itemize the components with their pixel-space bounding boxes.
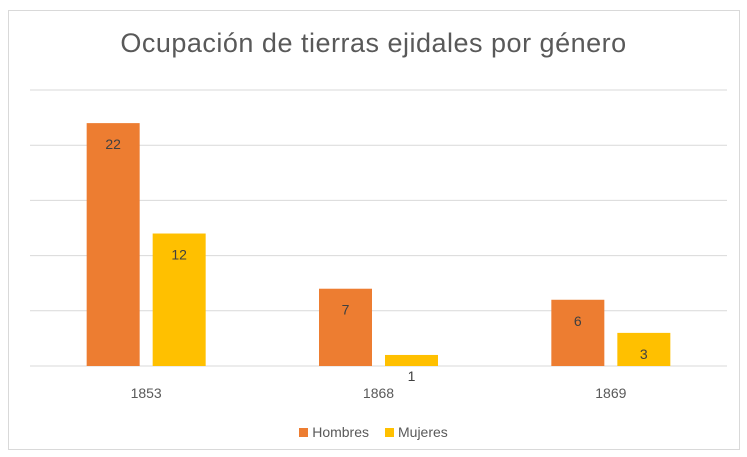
- bar-mujeres-1853: [152, 233, 206, 366]
- data-label: 22: [105, 136, 121, 152]
- legend-label-hombres: Hombres: [312, 424, 369, 440]
- legend: Hombres Mujeres: [0, 424, 747, 440]
- legend-swatch-mujeres: [385, 427, 394, 437]
- bar-hombres-1853: [86, 123, 140, 367]
- data-label: 12: [171, 247, 187, 263]
- legend-swatch-hombres: [299, 427, 309, 437]
- data-label: 6: [574, 313, 582, 329]
- x-tick-label: 1853: [131, 385, 162, 401]
- legend-item-hombres: Hombres: [299, 424, 369, 440]
- bar-hombres-1869: [551, 299, 605, 366]
- x-tick-label: 1868: [363, 385, 394, 401]
- data-label: 7: [342, 302, 350, 318]
- bar-hombres-1868: [319, 288, 372, 366]
- legend-label-mujeres: Mujeres: [398, 424, 448, 440]
- data-label: 3: [640, 346, 648, 362]
- legend-item-mujeres: Mujeres: [385, 424, 448, 440]
- x-tick-label: 1869: [595, 385, 626, 401]
- bar-mujeres-1869: [617, 332, 671, 366]
- bar-mujeres-1868: [385, 354, 438, 366]
- data-label: 1: [408, 368, 416, 384]
- chart-title: Ocupación de tierras ejidales por género: [120, 28, 627, 58]
